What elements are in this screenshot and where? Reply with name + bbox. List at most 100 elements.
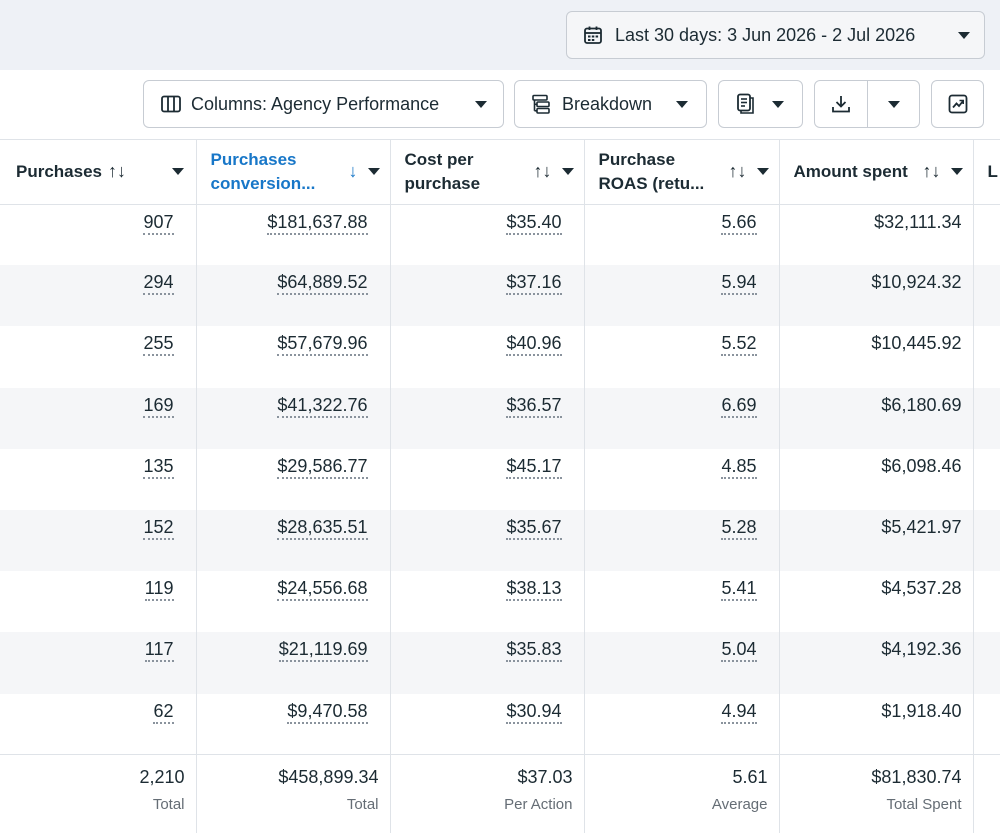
column-header-purchase-roas[interactable]: Purchase ROAS (retu... ↑↓ <box>584 140 780 205</box>
cell-purchases: 119 <box>0 571 197 633</box>
columns-button[interactable]: Columns: Agency Performance <box>143 80 504 128</box>
trend-chart-button[interactable] <box>931 80 984 128</box>
chevron-down-icon[interactable] <box>367 168 380 176</box>
table-row[interactable]: 294 $64,889.52 $37.16 5.94 $10,924.32 <box>0 265 1000 327</box>
data-table: Purchases ↑↓ Purchases conversion... ↓ <box>0 140 1000 833</box>
cell-link[interactable]: 5.94 <box>721 272 757 296</box>
total-label: Average <box>711 796 768 814</box>
cell-amount-spent: $32,111.34 <box>779 204 974 266</box>
cell-link[interactable]: 255 <box>143 333 174 357</box>
date-range-button[interactable]: Last 30 days: 3 Jun 2026 - 2 Jul 2026 <box>566 11 985 59</box>
sort-icon[interactable]: ↓ <box>348 161 358 182</box>
cell-purchase-roas: 5.04 <box>584 632 780 694</box>
cell-link[interactable]: 5.52 <box>721 333 757 357</box>
cell-purchases: 255 <box>0 326 197 388</box>
cell-link[interactable]: $38.13 <box>506 578 562 602</box>
cell-cost-per-purchase: $35.83 <box>390 632 585 694</box>
cell-purchase-roas: 5.41 <box>584 571 780 633</box>
cell-purchases-conversion: $29,586.77 <box>196 448 391 510</box>
cell-link[interactable]: 4.94 <box>721 700 757 724</box>
sort-icon[interactable]: ↑↓ <box>533 161 552 182</box>
cell-link[interactable]: 5.66 <box>721 211 757 235</box>
chevron-down-icon[interactable] <box>756 168 769 176</box>
cell-cost-per-purchase: $35.67 <box>390 509 585 572</box>
cell-link[interactable]: 135 <box>143 455 174 479</box>
chevron-down-icon <box>887 100 900 108</box>
table-row[interactable]: 117 $21,119.69 $35.83 5.04 $4,192.36 <box>0 632 1000 694</box>
cell-link[interactable]: 119 <box>144 578 174 602</box>
table-row[interactable]: 62 $9,470.58 $30.94 4.94 $1,918.40 <box>0 693 1000 755</box>
cell-cost-per-purchase: $37.16 <box>390 265 585 327</box>
table-row[interactable]: 135 $29,586.77 $45.17 4.85 $6,098.46 <box>0 448 1000 510</box>
cell-link[interactable]: 5.28 <box>721 516 757 540</box>
column-header-purchases[interactable]: Purchases ↑↓ <box>0 140 197 205</box>
cell-link[interactable]: 117 <box>144 639 174 663</box>
table-row[interactable]: 119 $24,556.68 $38.13 5.41 $4,537.28 <box>0 571 1000 633</box>
cell-link[interactable]: $35.67 <box>506 516 562 540</box>
cell-amount-spent: $6,098.46 <box>779 448 974 510</box>
cell-link[interactable]: $28,635.51 <box>277 516 368 540</box>
cell-link[interactable]: $35.83 <box>506 639 562 663</box>
cell-link[interactable]: $30.94 <box>506 700 562 724</box>
sort-icon[interactable]: ↑↓ <box>922 161 941 182</box>
table-header-row: Purchases ↑↓ Purchases conversion... ↓ <box>0 140 1000 205</box>
cell-purchases: 169 <box>0 387 197 449</box>
cell-purchase-roas: 4.94 <box>584 693 780 755</box>
breakdown-button[interactable]: Breakdown <box>514 80 707 128</box>
cell-purchases-conversion: $181,637.88 <box>196 204 391 266</box>
cell-link[interactable]: $9,470.58 <box>287 700 368 724</box>
cell-link[interactable]: $24,556.68 <box>277 578 368 602</box>
cell-link[interactable]: 6.69 <box>721 394 757 418</box>
column-header-next[interactable]: L <box>973 140 1000 205</box>
cell-purchase-roas: 5.52 <box>584 326 780 388</box>
chevron-down-icon[interactable] <box>171 168 184 176</box>
chevron-down-icon <box>772 100 784 108</box>
chevron-down-icon[interactable] <box>561 168 574 176</box>
cell-next <box>973 571 1000 632</box>
cell-link[interactable]: $21,119.69 <box>278 639 368 663</box>
table-row[interactable]: 152 $28,635.51 $35.67 5.28 $5,421.97 <box>0 509 1000 572</box>
calendar-icon <box>583 25 603 45</box>
cell-link[interactable]: 5.04 <box>721 639 757 663</box>
cell-link[interactable]: $64,889.52 <box>277 272 368 296</box>
cell-purchases: 117 <box>0 632 197 694</box>
cell-next <box>973 326 1000 387</box>
cell-purchases: 294 <box>0 265 197 327</box>
table-body: 907 $181,637.88 $35.40 5.66 $32,111.34 294 $64… <box>0 204 1000 833</box>
cell-link[interactable]: $45.17 <box>506 455 562 479</box>
cell-link[interactable]: $37.16 <box>506 272 562 296</box>
sort-icon[interactable]: ↑↓ <box>108 161 126 182</box>
cell-purchases-conversion: $41,322.76 <box>196 387 391 449</box>
table-row[interactable]: 169 $41,322.76 $36.57 6.69 $6,180.69 <box>0 387 1000 449</box>
cell-purchases: 152 <box>0 509 197 572</box>
cell-link[interactable]: 4.85 <box>721 455 757 479</box>
cell-link[interactable]: $181,637.88 <box>267 211 368 235</box>
cell-link[interactable]: $41,322.76 <box>277 394 368 418</box>
cell-link[interactable]: 62 <box>153 700 174 724</box>
column-header-amount-spent[interactable]: Amount spent ↑↓ <box>779 140 974 205</box>
cell-link[interactable]: $35.40 <box>506 211 562 235</box>
breakdown-icon <box>532 94 552 114</box>
cell-purchases-conversion: $9,470.58 <box>196 693 391 755</box>
cell-link[interactable]: 907 <box>143 211 174 235</box>
cell-cost-per-purchase: $35.40 <box>390 204 585 266</box>
table-row[interactable]: 907 $181,637.88 $35.40 5.66 $32,111.34 <box>0 204 1000 266</box>
cell-link[interactable]: 5.41 <box>721 578 757 602</box>
cell-link[interactable]: 169 <box>143 394 174 418</box>
export-button[interactable] <box>815 81 868 127</box>
column-header-cost-per-purchase[interactable]: Cost per purchase ↑↓ <box>390 140 585 205</box>
column-header-purchases-conversion[interactable]: Purchases conversion... ↓ <box>196 140 391 205</box>
table-row[interactable]: 255 $57,679.96 $40.96 5.52 $10,445.92 <box>0 326 1000 388</box>
cell-link[interactable]: 152 <box>143 516 174 540</box>
cell-link[interactable]: $57,679.96 <box>277 333 368 357</box>
cell-link[interactable]: 294 <box>143 272 174 296</box>
total-value: 5.61 <box>732 767 768 788</box>
sort-icon[interactable]: ↑↓ <box>728 161 747 182</box>
cell-cost-per-purchase: $38.13 <box>390 571 585 633</box>
reports-button[interactable] <box>718 80 803 128</box>
cell-link[interactable]: $36.57 <box>506 394 562 418</box>
cell-link[interactable]: $40.96 <box>506 333 562 357</box>
export-options-button[interactable] <box>868 100 919 108</box>
cell-link[interactable]: $29,586.77 <box>277 455 368 479</box>
chevron-down-icon[interactable] <box>950 168 963 176</box>
